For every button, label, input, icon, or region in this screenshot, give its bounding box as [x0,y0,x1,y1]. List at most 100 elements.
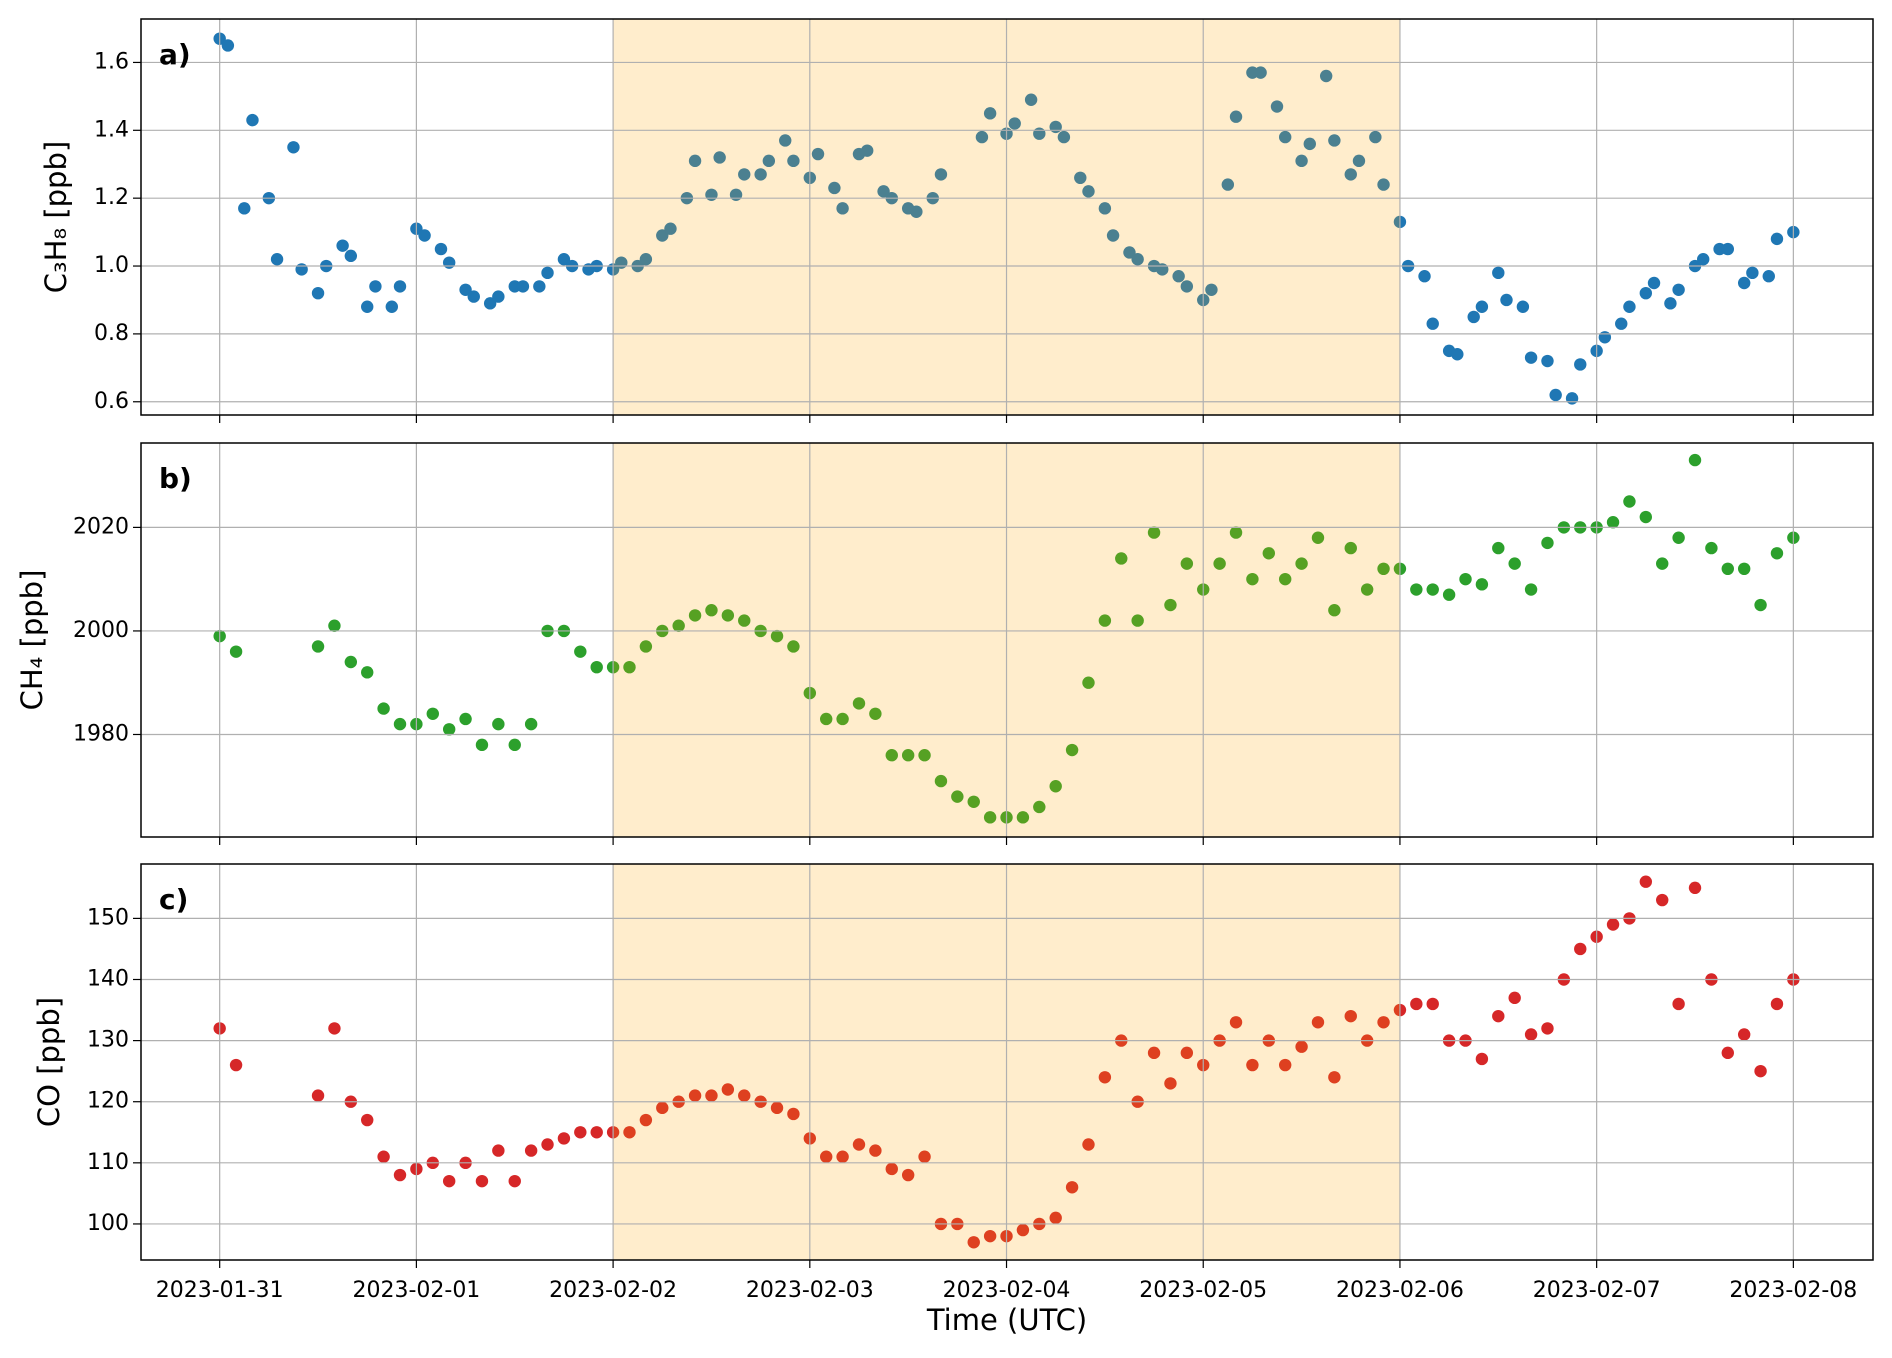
point [393,717,407,731]
point [524,717,538,731]
point [1541,1022,1554,1035]
point [344,249,358,263]
point [1254,66,1267,79]
point [705,1089,718,1102]
point [639,640,653,653]
point [1565,392,1579,405]
point [623,660,636,674]
point [1278,130,1292,144]
point [1606,516,1620,529]
point [983,811,997,824]
point [1180,557,1194,570]
point [1295,1040,1308,1053]
point [533,280,546,293]
point [1647,276,1661,290]
point [1598,331,1612,344]
point [1262,547,1276,560]
point [475,1174,489,1188]
point [1098,202,1112,215]
point [1065,743,1079,757]
y-tick-label: 1.0 [94,253,129,278]
point [967,795,980,808]
point [418,229,431,242]
point [524,1144,538,1157]
point [1524,583,1538,596]
point [1524,1028,1538,1041]
point [1033,800,1046,814]
point [590,1126,603,1139]
point [1754,598,1767,612]
point [836,202,849,215]
point [1008,117,1021,130]
x-tick-label: 2023-02-06 [1336,1278,1464,1303]
point [1762,270,1775,283]
point [434,242,448,256]
point [1229,526,1243,539]
point [1082,1138,1095,1151]
y-tick-label: 2020 [73,514,129,539]
point [738,614,751,627]
point [377,702,390,715]
point [1754,1064,1767,1078]
point [1344,541,1357,555]
point [1377,178,1390,191]
plot-frame [140,18,1874,416]
point [1016,811,1030,824]
y-tick-label: 1.4 [94,117,129,142]
point [967,1236,980,1249]
point [721,1083,735,1096]
point [1492,1009,1505,1023]
point [1615,317,1628,330]
point [1098,1071,1112,1084]
point [1328,1071,1341,1084]
point [1123,246,1136,259]
y-tick-label: 110 [87,1150,129,1175]
y-tick-label: 0.6 [94,389,129,414]
point [541,1138,554,1151]
point [1098,614,1112,627]
point [1459,572,1472,586]
point [836,712,849,726]
point [1508,991,1521,1005]
point [934,168,948,181]
point [311,286,325,300]
point [1746,266,1759,280]
point [1377,1016,1390,1029]
point [1344,168,1357,181]
point [344,655,358,669]
point [1426,997,1439,1011]
point [1410,583,1423,596]
y-tick-label: 150 [87,905,129,930]
point [820,712,833,726]
point [738,1089,751,1102]
point [336,239,349,252]
point [1246,1058,1259,1072]
point [229,645,243,658]
y-tick-label: 120 [87,1089,129,1114]
y-tick-label: 0.8 [94,321,129,346]
point [1516,300,1530,313]
x-axis-label: Time (UTC) [926,1303,1087,1337]
point [901,1168,915,1182]
point [664,222,677,235]
point [1492,541,1505,555]
point [442,1174,456,1188]
point [1147,1046,1161,1060]
point [1475,578,1489,591]
point [1115,552,1128,565]
point [770,629,784,643]
point [1303,137,1316,151]
point [1246,572,1259,586]
point [1574,942,1587,956]
point [1524,351,1538,364]
point [369,280,382,293]
point [1705,541,1718,555]
panel-label: b) [159,462,192,495]
point [1688,453,1702,467]
point [590,660,603,674]
point [738,168,751,181]
point [1606,918,1620,931]
point [1492,266,1505,280]
point [1229,1016,1243,1029]
